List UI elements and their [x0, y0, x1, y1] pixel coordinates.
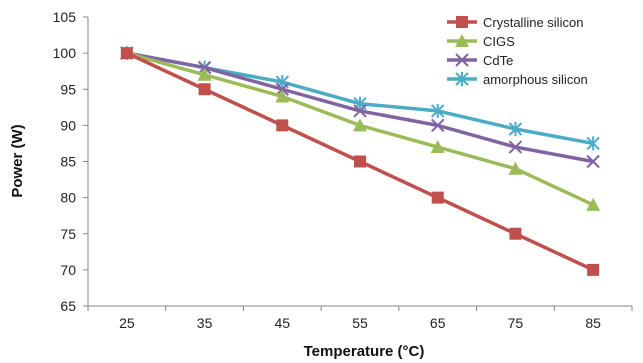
y-tick-label: 95 [60, 81, 76, 97]
y-axis-title: Power (W) [9, 124, 26, 197]
y-tick-label: 85 [60, 154, 76, 170]
x-tick-label: 25 [119, 315, 135, 331]
data-point [198, 83, 211, 96]
x-tick-label: 45 [274, 315, 290, 331]
y-tick-label: 100 [53, 45, 77, 61]
axes [83, 16, 633, 311]
y-tick-labels: 65 70 75 80 85 90 95 100 105 [53, 9, 77, 314]
x-tick-labels: 25 35 45 55 65 75 85 [119, 315, 601, 331]
data-point [353, 104, 367, 118]
x-tick-label: 65 [430, 315, 446, 331]
legend-item: amorphous silicon [447, 72, 588, 87]
y-tick-label: 70 [60, 262, 76, 278]
data-point [431, 103, 445, 118]
data-point [586, 154, 600, 169]
legend-label: Crystalline silicon [483, 15, 583, 30]
data-point [275, 89, 290, 103]
data-point [587, 263, 600, 276]
legend: Crystalline silicon CIGS CdTe amorphous sil… [447, 15, 588, 87]
x-tick-label: 75 [508, 315, 524, 331]
data-point [509, 227, 522, 240]
y-tick-label: 65 [60, 298, 76, 314]
legend-label: CIGS [483, 34, 515, 49]
data-point [120, 47, 133, 60]
x-axis-title: Temperature (°C) [304, 343, 425, 360]
data-point [508, 140, 523, 154]
legend-item: CIGS [447, 34, 515, 49]
data-point [431, 191, 444, 204]
data-point [275, 82, 289, 96]
data-point [276, 119, 289, 132]
y-tick-label: 105 [53, 9, 77, 25]
data-point [586, 197, 601, 211]
legend-label: CdTe [483, 53, 513, 68]
legend-marker [455, 53, 469, 67]
series-layer [119, 46, 601, 276]
data-point [431, 118, 445, 133]
legend-marker [455, 34, 469, 47]
legend-marker [456, 16, 468, 28]
y-tick-label: 90 [60, 117, 76, 133]
legend-item: CdTe [447, 53, 513, 68]
data-point [430, 140, 445, 154]
series-crystalline-silicon [120, 47, 600, 276]
series-amorphous-silicon [120, 46, 600, 151]
data-point [354, 155, 366, 168]
data-point [508, 121, 523, 136]
y-tick-label: 75 [60, 226, 76, 242]
data-point [508, 161, 523, 175]
data-point [197, 67, 212, 81]
legend-label: amorphous silicon [483, 72, 588, 87]
data-point [197, 60, 212, 75]
data-point [353, 118, 367, 132]
x-tick-label: 85 [585, 315, 601, 331]
x-tick-label: 35 [197, 315, 213, 331]
series-cigs [119, 46, 601, 211]
data-point [586, 136, 600, 151]
legend-marker [455, 72, 469, 86]
y-tick-label: 80 [60, 190, 76, 206]
series-cdte [120, 46, 600, 169]
legend-item: Crystalline silicon [447, 15, 583, 30]
x-tick-label: 55 [352, 315, 368, 331]
